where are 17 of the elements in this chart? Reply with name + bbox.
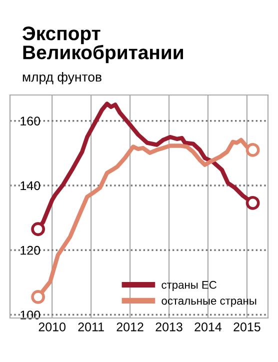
point [246, 196, 260, 210]
y-tick-label: 120 [20, 246, 40, 255]
point [31, 222, 46, 236]
chart-title: Экспорт Великобритании [22, 26, 183, 64]
chart-subtitle: млрд фунтов [22, 72, 102, 84]
x-tick-label: 2011 [78, 322, 104, 332]
y-tick-label: 160 [20, 116, 40, 126]
x-tick-label: 2014 [194, 322, 222, 332]
y-tick-label: 140 [20, 181, 40, 190]
legend-label: остальные страны [162, 298, 256, 307]
x-tick-label: 2010 [38, 322, 66, 332]
legend-label: страны ЕС [162, 280, 216, 291]
x-tick-label: 2012 [116, 322, 144, 332]
point [31, 290, 46, 304]
x-tick-label: 2015 [234, 322, 260, 332]
x-tick-label: 2013 [156, 322, 182, 332]
point [246, 142, 260, 157]
